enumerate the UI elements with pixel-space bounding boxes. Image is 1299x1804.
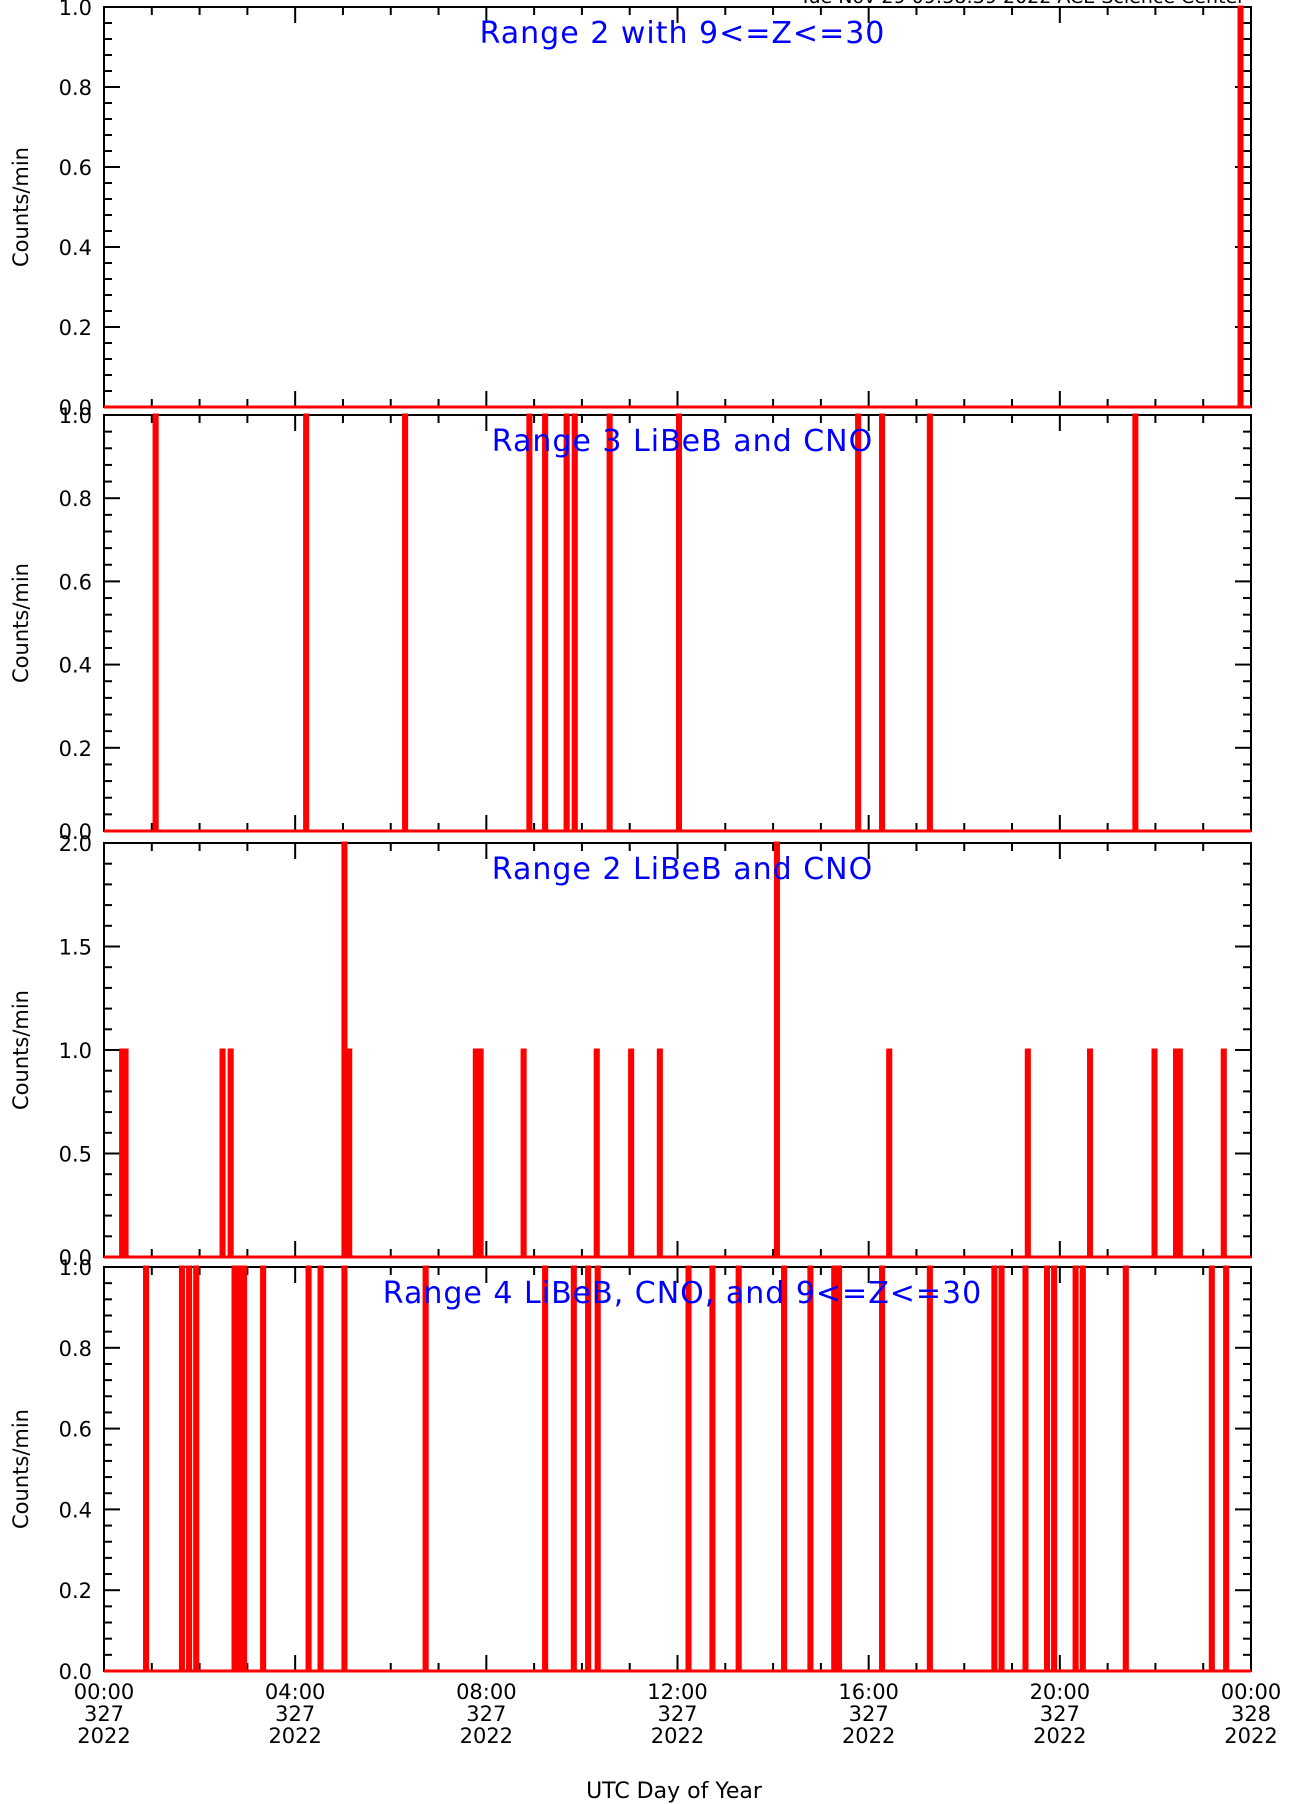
x-tick-label: 327 <box>1040 1702 1080 1726</box>
x-tick-label: 2022 <box>842 1724 895 1748</box>
plot-frame <box>103 6 1252 408</box>
x-axis-label: UTC Day of Year <box>586 1779 763 1804</box>
plot-frame <box>103 842 1252 1258</box>
panel-title: Range 3 LiBeB and CNO <box>492 424 873 459</box>
y-tick-label: 0.2 <box>59 316 92 340</box>
x-tick-label: 327 <box>84 1702 124 1726</box>
y-tick-label: 0.0 <box>59 1246 92 1270</box>
y-tick-label: 0.6 <box>59 570 92 594</box>
panel-title: Range 4 LiBeB, CNO, and 9<=Z<=30 <box>383 1276 982 1311</box>
x-tick-label: 08:00 <box>456 1680 517 1704</box>
panels-group: 0.0 0.2 0.4 0.6 0.8 1.0 Counts/min Range 2 with… <box>9 0 1281 1748</box>
x-tick-label: 00:00 <box>74 1680 135 1704</box>
y-tick-label: 1.0 <box>59 0 92 20</box>
panel-title: Range 2 LiBeB and CNO <box>492 852 873 887</box>
y-tick-label: 0.4 <box>59 654 92 678</box>
y-tick-label: 0.4 <box>59 1498 92 1522</box>
y-tick-label: 0.0 <box>59 396 92 420</box>
y-tick-label: 0.8 <box>59 76 92 100</box>
panel-2: 0.0 0.2 0.4 0.6 0.8 1.0 Counts/min Range 3 LiBe… <box>9 404 1252 844</box>
y-tick-label: 0.2 <box>59 1579 92 1603</box>
y-axis-label: Counts/min <box>9 990 33 1110</box>
series-line <box>104 841 1251 1259</box>
y-tick-label: 0.8 <box>59 1337 92 1361</box>
x-tick-label: 2022 <box>1033 1724 1086 1748</box>
y-tick-label: 0.8 <box>59 487 92 511</box>
x-tick-label: 327 <box>657 1702 697 1726</box>
plot-frame <box>103 1266 1252 1672</box>
x-tick-label: 20:00 <box>1030 1680 1091 1704</box>
y-axis-label: Counts/min <box>9 1409 33 1529</box>
x-tick-label: 2022 <box>1224 1724 1277 1748</box>
x-tick-label: 327 <box>275 1702 315 1726</box>
x-tick-label: 2022 <box>77 1724 130 1748</box>
panel-3: 0.0 0.5 1.0 1.5 2.0 Counts/min Range 2 LiBeB a… <box>9 832 1252 1270</box>
y-tick-label: 0.0 <box>59 820 92 844</box>
x-tick-label: 12:00 <box>647 1680 708 1704</box>
y-axis-label: Counts/min <box>9 147 33 267</box>
y-tick-label: 1.0 <box>59 1256 92 1280</box>
y-tick-label: 0.6 <box>59 1418 92 1442</box>
panel-1: 0.0 0.2 0.4 0.6 0.8 1.0 Counts/min Range 2 with… <box>9 0 1252 420</box>
panel-title: Range 2 with 9<=Z<=30 <box>480 16 886 51</box>
y-tick-label: 0.0 <box>59 1660 92 1684</box>
y-tick-label: 0.2 <box>59 737 92 761</box>
x-tick-label: 327 <box>466 1702 506 1726</box>
y-tick-label: 1.0 <box>59 404 92 428</box>
panel-4: 0.0 0.2 0.4 0.6 0.8 1.0 Counts/min Range 4 LiBe… <box>9 1256 1281 1748</box>
y-tick-label: 1.0 <box>59 1039 92 1063</box>
series-line <box>104 5 1251 409</box>
y-tick-label: 2.0 <box>59 832 92 856</box>
x-tick-label: 2022 <box>460 1724 513 1748</box>
series-line <box>104 1265 1251 1673</box>
x-tick-label: 16:00 <box>838 1680 899 1704</box>
x-tick-label: 2022 <box>651 1724 704 1748</box>
x-tick-label: 00:00 <box>1221 1680 1282 1704</box>
x-tick-label: 327 <box>849 1702 889 1726</box>
x-tick-label: 328 <box>1231 1702 1271 1726</box>
header-timestamp: Tue Nov 29 09:38:39 2022 ACE Science Cen… <box>799 0 1245 8</box>
y-tick-label: 0.4 <box>59 236 92 260</box>
x-tick-label: 04:00 <box>265 1680 326 1704</box>
y-tick-label: 0.6 <box>59 156 92 180</box>
x-tick-label: 2022 <box>268 1724 321 1748</box>
y-axis-label: Counts/min <box>9 563 33 683</box>
y-tick-label: 0.5 <box>59 1143 92 1167</box>
y-tick-label: 1.5 <box>59 936 92 960</box>
